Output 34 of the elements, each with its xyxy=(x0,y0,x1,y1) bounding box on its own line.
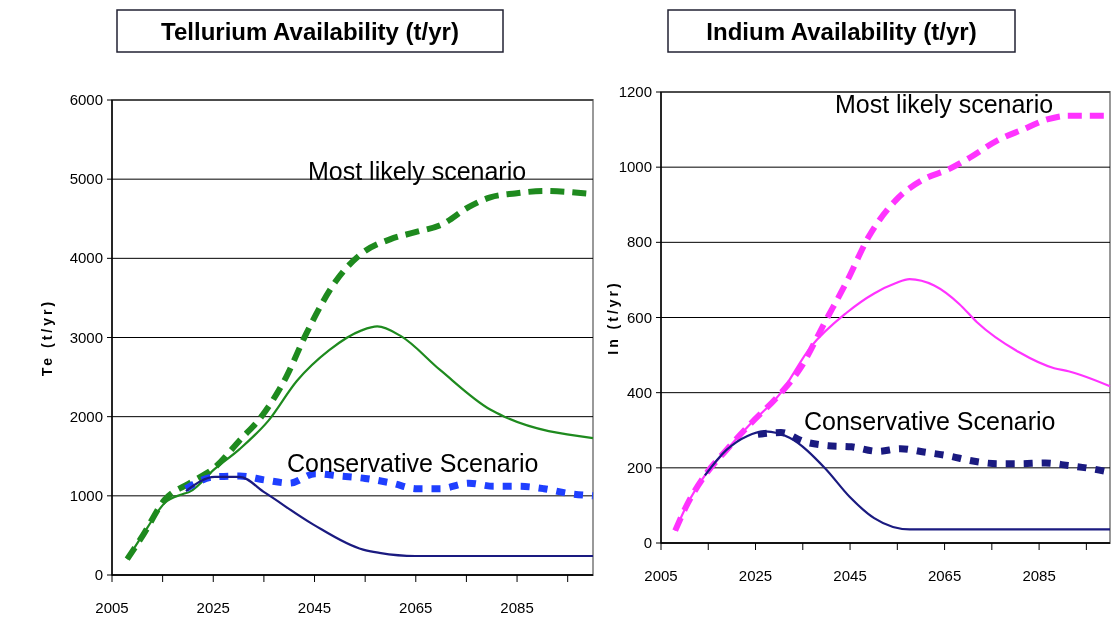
line-series xyxy=(184,475,595,558)
x-tick-label: 2005 xyxy=(95,599,129,616)
y-axis-title: Te (t/yr) xyxy=(39,298,55,377)
y-tick-label: 1200 xyxy=(618,83,652,100)
chart-title: Tellurium Availability (t/yr) xyxy=(161,18,459,45)
y-tick-label: 0 xyxy=(643,534,652,551)
x-tick-label: 2045 xyxy=(297,599,332,616)
annotation: Conservative Scenario xyxy=(287,449,539,477)
y-tick-label: 4000 xyxy=(69,249,103,267)
x-tick-label: 2045 xyxy=(833,567,867,584)
y-tick-label: 2000 xyxy=(69,407,103,425)
annotation: Conservative Scenario xyxy=(804,407,1056,435)
y-tick-label: 400 xyxy=(626,383,652,401)
x-tick-label: 2025 xyxy=(196,599,230,616)
line-series xyxy=(703,430,1112,531)
y-tick-label: 0 xyxy=(94,566,103,583)
y-tick-label: 5000 xyxy=(69,170,103,188)
y-tick-label: 1000 xyxy=(618,158,652,176)
x-tick-label: 2005 xyxy=(644,567,678,584)
y-axis-title: In (t/yr) xyxy=(605,280,621,355)
y-tick-label: 800 xyxy=(626,233,652,251)
y-tick-label: 1000 xyxy=(69,486,103,504)
annotation: Most likely scenario xyxy=(835,90,1054,118)
x-tick-label: 2065 xyxy=(927,567,962,584)
y-tick-label: 3000 xyxy=(69,328,103,346)
y-tick-label: 200 xyxy=(626,458,652,476)
x-tick-label: 2065 xyxy=(399,599,433,616)
x-tick-label: 2085 xyxy=(1022,567,1056,584)
y-tick-label: 6000 xyxy=(69,91,103,108)
chart-title: Indium Availability (t/yr) xyxy=(706,18,977,45)
annotation: Most likely scenario xyxy=(308,157,527,185)
x-tick-label: 2085 xyxy=(500,599,534,616)
x-tick-label: 2025 xyxy=(738,567,773,584)
y-tick-label: 600 xyxy=(626,308,652,326)
